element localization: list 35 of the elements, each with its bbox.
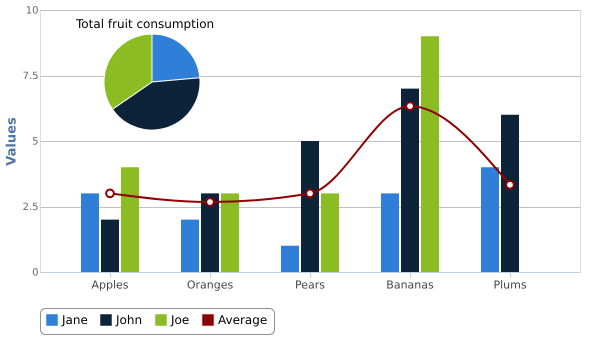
point (305, 188, 315, 198)
bar (281, 246, 299, 272)
bar (181, 220, 199, 272)
y-tick-label: 7.5 (22, 71, 38, 82)
bar (81, 193, 99, 272)
legend-label: Joe (170, 313, 190, 327)
point (505, 180, 515, 190)
bar (321, 193, 339, 272)
bar (481, 167, 499, 272)
bar (401, 88, 419, 272)
y-tick-label: 5 (32, 136, 38, 148)
y-tick-label: 10 (26, 6, 38, 16)
point (405, 101, 415, 112)
legend-label: Average (218, 313, 268, 327)
point (205, 197, 215, 207)
x-tick-label: Plums (493, 278, 527, 292)
legend-label: John (115, 313, 142, 327)
bar (221, 193, 239, 272)
bar (121, 167, 139, 272)
x-tick-label: Oranges (186, 278, 234, 292)
x-tick-label: Bananas (386, 278, 434, 292)
y-axis-title: Values (4, 117, 20, 166)
bar (101, 220, 119, 272)
chart-title: Total fruit consumption (75, 17, 214, 31)
legend-label: Jane (61, 313, 88, 327)
bar (381, 193, 399, 272)
x-tick-label: Pears (294, 278, 326, 292)
y-tick-label: 2.5 (22, 202, 38, 213)
bar (501, 114, 519, 272)
bar (301, 141, 319, 272)
x-tick-label: Apples (91, 278, 129, 292)
point (105, 188, 115, 198)
y-tick-label: 0 (32, 268, 38, 278)
bar (421, 36, 439, 272)
bar (201, 193, 219, 272)
